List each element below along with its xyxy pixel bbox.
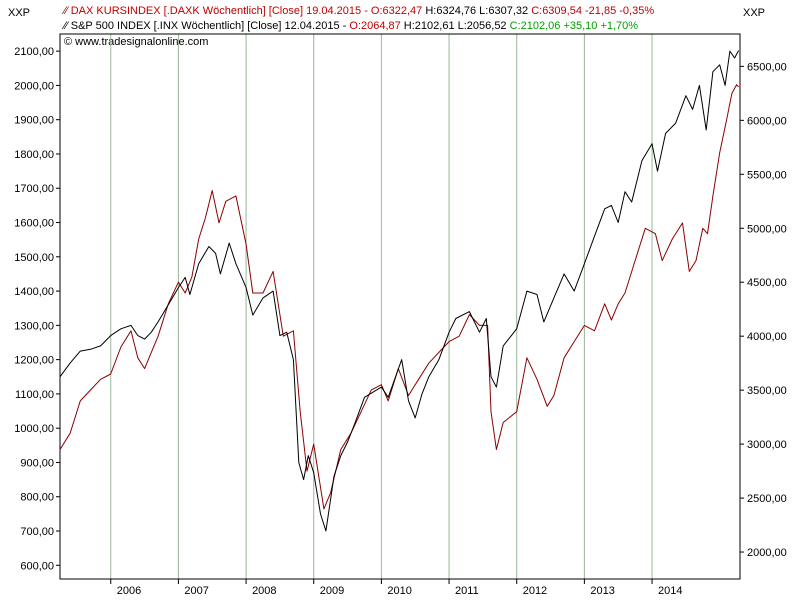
plot-area (59, 33, 741, 580)
left-tick-label: 1600,00 (14, 218, 54, 230)
copyright: © www.tradesignalonline.com (64, 36, 208, 48)
right-tick-label: 3000,00 (747, 439, 787, 451)
left-tick-label: 2000,00 (14, 80, 54, 92)
x-tick-label: 2013 (590, 585, 614, 597)
left-tick-label: 1900,00 (14, 115, 54, 127)
x-tick-label: 2009 (320, 585, 344, 597)
x-tick-label: 2011 (455, 585, 479, 597)
legend-dax-close: C:6309,54 -21,85 -0,35% (531, 5, 654, 17)
right-tick-label: 3500,00 (747, 385, 787, 397)
legend-sp: ⁄⁄ S&P 500 INDEX [.INX Wöchentlich] [Clo… (61, 20, 638, 32)
legend-dax-open: O:6322,47 (371, 5, 422, 17)
right-tick-label: 5000,00 (747, 223, 787, 235)
x-tick-label: 2012 (523, 585, 547, 597)
x-axis: 2006 2007 2008 2009 2010 2011 2012 2013 2014 (110, 579, 683, 597)
right-axis-unit-label: XXP (743, 7, 765, 19)
sp500-series-line (59, 50, 740, 532)
right-tick-label: 5500,00 (747, 169, 787, 181)
right-tick-label: 4000,00 (747, 331, 787, 343)
right-tick-label: 4500,00 (747, 277, 787, 289)
left-tick-label: 700,00 (20, 526, 54, 538)
legend-dax: ⁄⁄ DAX KURSINDEX [.DAXK Wöchentlich] [Cl… (61, 5, 654, 17)
left-axis: 600,00 700,00 800,00 900,00 1000,00 1100,00 12… (14, 46, 60, 572)
legend: ⁄⁄ DAX KURSINDEX [.DAXK Wöchentlich] [Cl… (61, 5, 654, 48)
legend-dax-name: DAX KURSINDEX [.DAXK Wöchentlich] [Close… (71, 5, 361, 17)
left-axis-unit-label: XXP (8, 7, 30, 19)
left-tick-label: 600,00 (20, 560, 54, 572)
right-tick-label: 6000,00 (747, 115, 787, 127)
left-tick-label: 1500,00 (14, 252, 54, 264)
left-tick-label: 1000,00 (14, 423, 54, 435)
left-tick-label: 2100,00 (14, 46, 54, 58)
x-tick-label: 2010 (387, 585, 411, 597)
legend-dax-hl: H:6324,76 L:6307,32 (425, 5, 528, 17)
legend-sp-close: C:2102,06 +35,10 +1,70% (510, 20, 639, 32)
right-tick-label: 2000,00 (747, 547, 787, 559)
x-tick-label: 2007 (184, 585, 208, 597)
x-tick-label: 2014 (658, 585, 682, 597)
right-axis: 2000,00 2500,00 3000,00 3500,00 4000,00 4500,… (740, 61, 787, 559)
left-tick-label: 1300,00 (14, 320, 54, 332)
x-tick-label: 2006 (117, 585, 141, 597)
left-tick-label: 800,00 (20, 492, 54, 504)
legend-sp-icon: ⁄⁄ (61, 20, 71, 32)
legend-sp-open: O:2064,87 (349, 20, 400, 32)
left-tick-label: 1700,00 (14, 183, 54, 195)
right-tick-label: 6500,00 (747, 61, 787, 73)
left-tick-label: 1200,00 (14, 355, 54, 367)
dax-series-line (59, 84, 739, 510)
grid (110, 34, 653, 579)
legend-sp-name: S&P 500 INDEX [.INX Wöchentlich] [Close]… (71, 20, 340, 32)
legend-sp-hl: H:2102,61 L:2056,52 (404, 20, 507, 32)
left-tick-label: 1800,00 (14, 149, 54, 161)
left-tick-label: 1400,00 (14, 286, 54, 298)
left-tick-label: 900,00 (20, 457, 54, 469)
x-tick-label: 2008 (252, 585, 276, 597)
left-tick-label: 1100,00 (15, 389, 54, 401)
right-tick-label: 2500,00 (747, 493, 787, 505)
series-layer (59, 50, 740, 532)
legend-dax-icon: ⁄⁄ (61, 5, 71, 17)
